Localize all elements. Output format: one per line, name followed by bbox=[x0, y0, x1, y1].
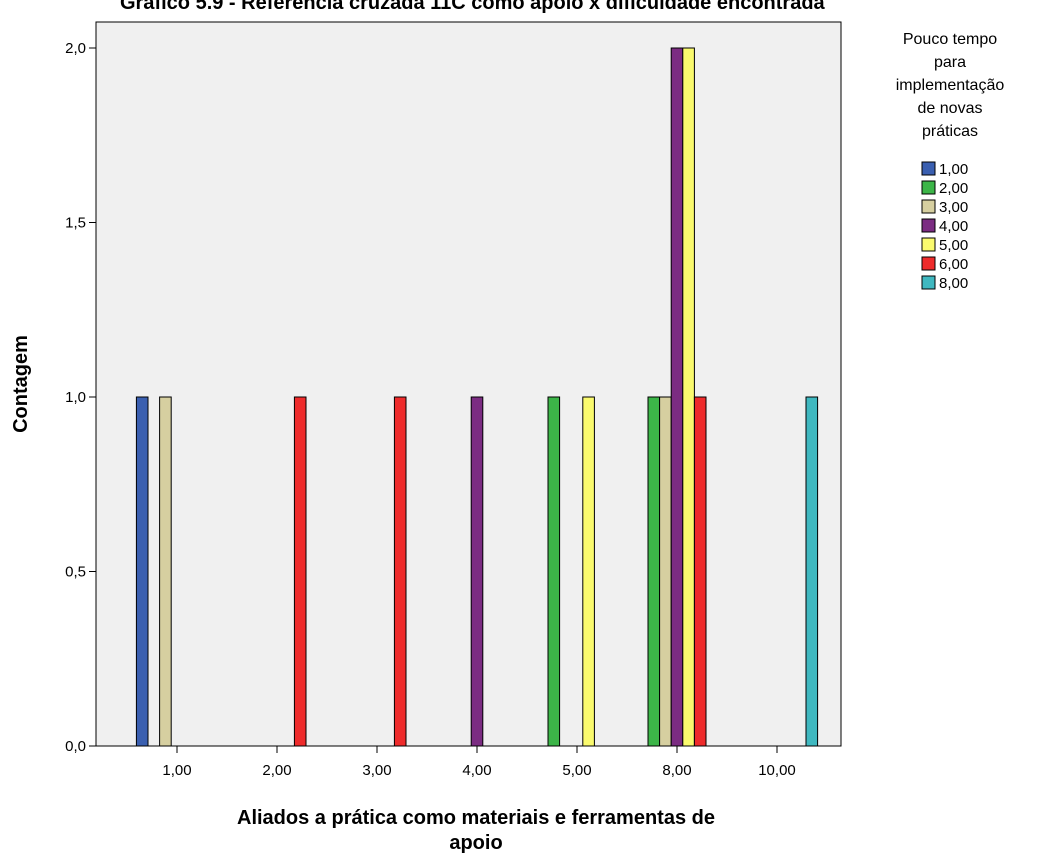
y-tick-label: 0,5 bbox=[65, 564, 86, 581]
bar bbox=[393, 396, 407, 747]
x-tick-label: 3,00 bbox=[362, 762, 391, 779]
bar bbox=[159, 396, 172, 747]
legend-title: Pouco tempo para implementação de novas prát… bbox=[896, 31, 1005, 140]
legend-item: 6,00 bbox=[921, 256, 968, 273]
legend: Pouco tempo para implementação de novas prát… bbox=[896, 31, 1005, 292]
legend-label: 8,00 bbox=[939, 275, 968, 292]
x-tick-label: 8,00 bbox=[662, 762, 691, 779]
legend-item: 8,00 bbox=[921, 275, 968, 292]
legend-swatch bbox=[921, 218, 936, 233]
y-axis-title: Contagem bbox=[10, 335, 32, 433]
bar bbox=[547, 396, 561, 747]
legend-title-line: implementação bbox=[896, 77, 1005, 94]
legend-swatch bbox=[921, 237, 936, 252]
bar bbox=[659, 396, 672, 747]
legend-label: 1,00 bbox=[939, 161, 968, 178]
y-tick-label: 0,0 bbox=[65, 738, 86, 755]
legend-item: 2,00 bbox=[921, 180, 968, 197]
bar bbox=[135, 396, 149, 747]
x-axis: 1,00 2,00 3,00 4,00 5,00 8,00 10,00 bbox=[162, 746, 796, 779]
bars bbox=[135, 47, 819, 747]
legend-title-line: de novas bbox=[918, 100, 983, 117]
plot-area bbox=[95, 21, 842, 747]
y-tick-label: 2,0 bbox=[65, 40, 86, 57]
legend-swatch bbox=[921, 180, 936, 195]
legend-label: 4,00 bbox=[939, 218, 968, 235]
bar bbox=[682, 47, 695, 747]
legend-swatch bbox=[921, 161, 936, 176]
legend-item: 5,00 bbox=[921, 237, 968, 254]
bar bbox=[293, 396, 307, 747]
x-tick-label: 5,00 bbox=[562, 762, 591, 779]
legend-item: 1,00 bbox=[921, 161, 968, 178]
bar bbox=[693, 396, 707, 747]
x-tick-label: 4,00 bbox=[462, 762, 491, 779]
bar bbox=[670, 47, 684, 747]
bar bbox=[805, 396, 819, 747]
bar bbox=[647, 396, 661, 747]
legend-item: 4,00 bbox=[921, 218, 968, 235]
legend-title-line: práticas bbox=[922, 123, 978, 140]
bar bbox=[470, 396, 484, 747]
legend-label: 5,00 bbox=[939, 237, 968, 254]
chart-title: Gráfico 5.9 - Referência cruzada 11C com… bbox=[120, 0, 826, 14]
x-axis-title-line1: Aliados a prática como materiais e ferra… bbox=[237, 807, 715, 829]
legend-label: 2,00 bbox=[939, 180, 968, 197]
x-tick-label: 2,00 bbox=[262, 762, 291, 779]
y-axis: 0,0 0,5 1,0 1,5 2,0 bbox=[65, 40, 96, 755]
y-tick-label: 1,5 bbox=[65, 215, 86, 232]
legend-title-line: para bbox=[934, 54, 966, 71]
x-tick-label: 1,00 bbox=[162, 762, 191, 779]
x-tick-label: 10,00 bbox=[758, 762, 796, 779]
legend-label: 6,00 bbox=[939, 256, 968, 273]
legend-swatch bbox=[921, 256, 936, 271]
legend-label: 3,00 bbox=[939, 199, 968, 216]
legend-title-line: Pouco tempo bbox=[903, 31, 997, 48]
bar bbox=[582, 396, 595, 747]
legend-item: 3,00 bbox=[921, 199, 968, 216]
legend-swatch bbox=[921, 275, 936, 290]
x-axis-title-line2: apoio bbox=[449, 832, 502, 854]
legend-swatch bbox=[921, 199, 936, 214]
y-tick-label: 1,0 bbox=[65, 389, 86, 406]
x-axis-title: Aliados a prática como materiais e ferra… bbox=[237, 807, 715, 854]
